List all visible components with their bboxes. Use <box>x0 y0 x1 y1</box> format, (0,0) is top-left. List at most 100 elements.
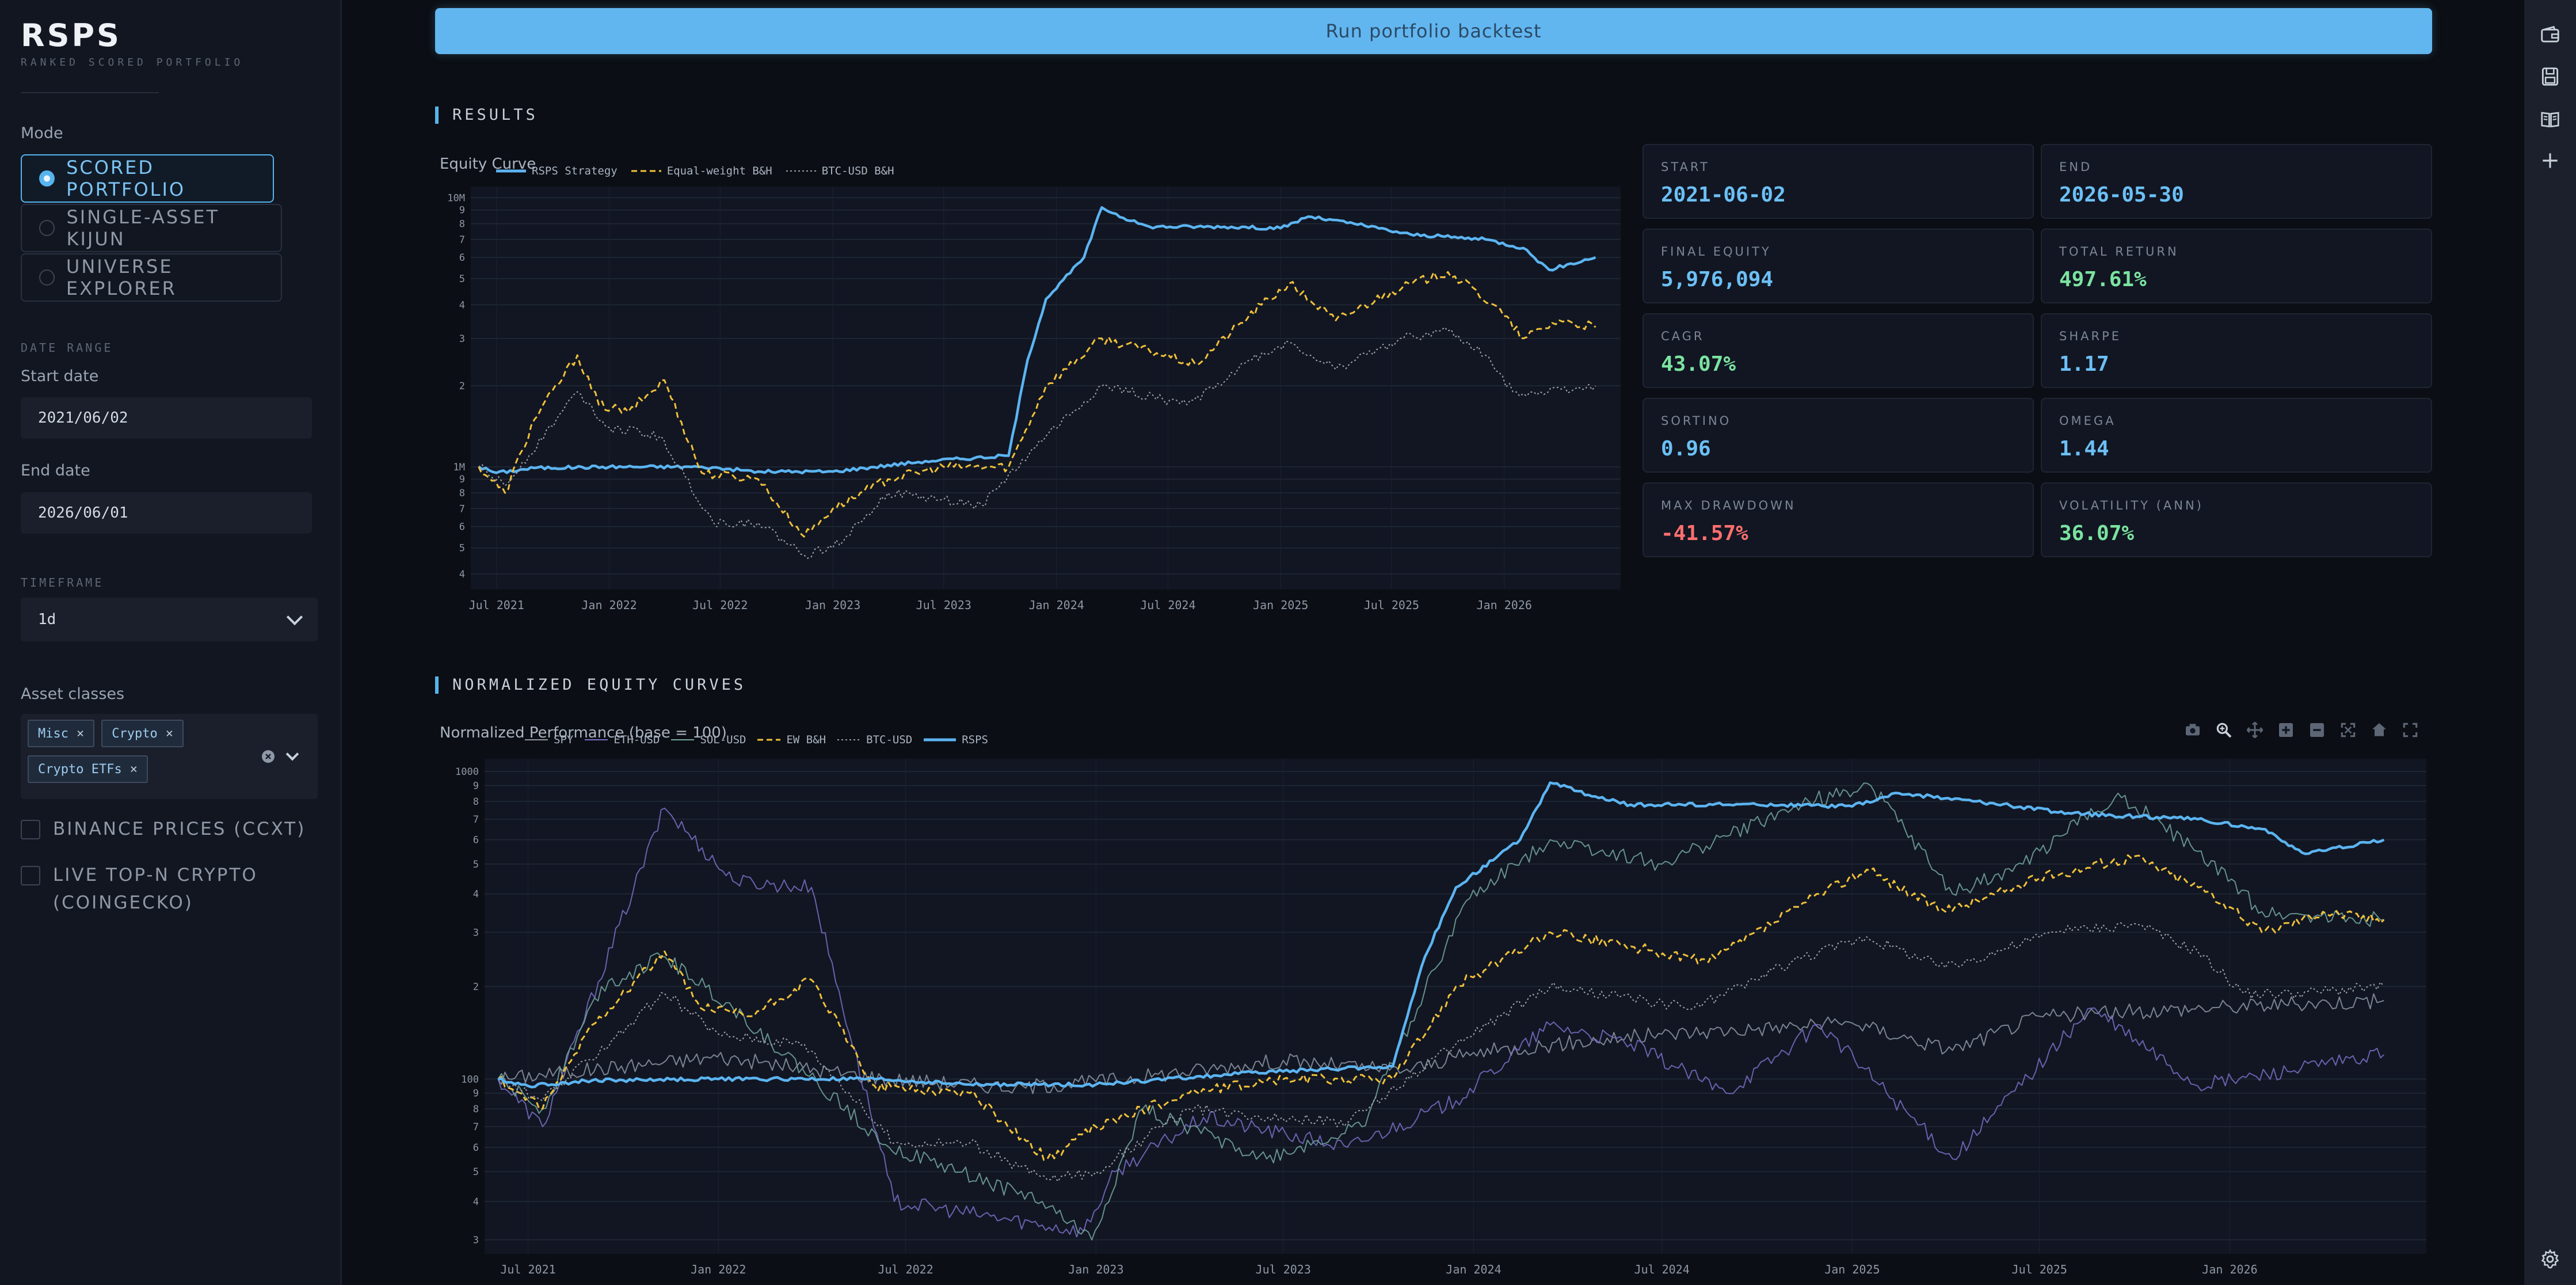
x-tick-label: Jul 2024 <box>1140 598 1195 612</box>
x-tick-label: Jul 2021 <box>469 598 524 612</box>
stat-label: OMEGA <box>2059 414 2116 428</box>
stat-label: CAGR <box>1661 329 1705 343</box>
x-tick-label: Jan 2022 <box>581 598 637 612</box>
stat-value: 1.44 <box>2059 437 2109 461</box>
asset-classes-select[interactable]: Misc × Crypto × Crypto ETFs × <box>21 714 318 799</box>
legend-item: SOL-USD <box>671 733 746 746</box>
y-tick-label: 4 <box>473 1196 479 1208</box>
legend-label: SPY <box>554 733 574 746</box>
series-line-btc-usd-b-h <box>478 326 1596 559</box>
x-tick-label: Jan 2024 <box>1446 1263 1501 1276</box>
stat-value: 36.07% <box>2059 522 2135 545</box>
end-date-input[interactable]: 2026/06/01 <box>21 492 312 534</box>
remove-chip-icon[interactable]: × <box>165 726 173 741</box>
app-logo: RSPS <box>21 17 121 54</box>
start-date-input[interactable]: 2021/06/02 <box>21 397 312 439</box>
radio-selected-icon <box>39 170 55 187</box>
y-tick-label: 6 <box>473 1142 479 1154</box>
legend-item: EW B&H <box>757 733 826 746</box>
stat-sharpe: SHARPE 1.17 <box>2041 313 2432 388</box>
x-tick-label: Jul 2022 <box>878 1263 933 1276</box>
y-tick-label: 2 <box>473 981 479 993</box>
stat-label: END <box>2059 160 2093 174</box>
stat-value: 0.96 <box>1661 437 1711 461</box>
y-tick-label: 2 <box>459 381 465 392</box>
checkbox-label: BINANCE PRICES (CCXT) <box>53 819 306 839</box>
mode-option-label: SINGLE-ASSET KIJUN <box>66 206 220 250</box>
x-tick-label: Jan 2023 <box>805 598 860 612</box>
y-tick-label: 8 <box>459 219 465 230</box>
book-icon[interactable] <box>2539 108 2561 130</box>
chevron-down-icon[interactable] <box>285 747 299 761</box>
x-tick-label: Jul 2025 <box>2012 1263 2067 1276</box>
remove-chip-icon[interactable]: × <box>76 726 85 741</box>
equity-legend: RSPS Strategy Equal-weight B&H BTC-USD B… <box>496 165 894 177</box>
x-tick-label: Jul 2022 <box>692 598 748 612</box>
legend-item: BTC-USD <box>837 733 912 746</box>
y-tick-label: 8 <box>459 488 465 499</box>
normalized-chart-title: Normalized Performance (base = 100) <box>440 724 727 742</box>
series-line-btc-usd <box>497 922 2385 1183</box>
normalized-performance-chart[interactable]: 1000 9 8 7 6 5 4 3 2 100 9 8 7 6 5 4 3 Jul 2021 Jan 2022 Ju… <box>432 751 2434 1285</box>
timeframe-select[interactable]: 1d <box>21 598 318 641</box>
legend-label: Equal-weight B&H <box>666 165 772 177</box>
mode-universe-explorer[interactable]: UNIVERSE EXPLORER <box>21 253 282 302</box>
x-tick-label: Jul 2021 <box>500 1263 555 1276</box>
series-line-eth-usd <box>497 807 2384 1238</box>
wallet-icon[interactable] <box>2539 24 2561 46</box>
legend-item: RSPS Strategy <box>496 165 618 177</box>
x-tick-label: Jul 2023 <box>1256 1263 1311 1276</box>
plus-icon[interactable] <box>2539 150 2561 172</box>
y-tick-label: 9 <box>473 1088 479 1100</box>
stat-value: 2021-06-02 <box>1661 183 1786 207</box>
run-backtest-button[interactable]: Run portfolio backtest <box>435 8 2432 54</box>
series-line-sol-usd <box>497 782 2384 1241</box>
date-range-label: DATE RANGE <box>21 341 113 355</box>
legend-swatch <box>671 739 695 740</box>
zoom-out-icon[interactable] <box>2308 721 2326 739</box>
normalized-legend: SPY ETH-USD SOL-USD EW B&H BTC-USD RSPS <box>525 733 988 746</box>
pan-icon[interactable] <box>2246 721 2264 739</box>
legend-label: SOL-USD <box>700 733 746 746</box>
stat-value: 5,976,094 <box>1661 268 1774 291</box>
y-tick-label: 1000 <box>455 766 479 778</box>
y-tick-label: 9 <box>459 205 465 216</box>
legend-swatch <box>585 739 608 740</box>
stat-value: 1.17 <box>2059 352 2109 376</box>
radio-unselected-icon <box>39 269 55 286</box>
stat-total-return: TOTAL RETURN 497.61% <box>2041 229 2432 303</box>
autoscale-icon[interactable] <box>2339 721 2357 739</box>
y-tick-label: 4 <box>459 569 465 580</box>
settings-icon[interactable] <box>2539 1248 2561 1270</box>
remove-chip-icon[interactable]: × <box>129 762 138 777</box>
legend-label: RSPS Strategy <box>532 165 618 177</box>
binance-checkbox[interactable]: BINANCE PRICES (CCXT) <box>21 815 306 843</box>
legend-label: RSPS <box>962 733 988 746</box>
y-tick-label: 4 <box>459 299 465 311</box>
mode-scored-portfolio[interactable]: SCORED PORTFOLIO <box>21 154 274 203</box>
series-line-rsps-strategy <box>478 206 1596 475</box>
y-tick-label: 6 <box>473 835 479 846</box>
y-tick-label: 7 <box>459 503 465 515</box>
right-rail <box>2524 0 2576 1285</box>
mode-option-label: UNIVERSE EXPLORER <box>66 256 177 299</box>
legend-swatch <box>525 739 548 740</box>
y-tick-label: 10M <box>447 192 465 204</box>
mode-label: Mode <box>21 124 63 142</box>
zoom-icon[interactable] <box>2215 721 2233 739</box>
coingecko-checkbox[interactable]: LIVE TOP-N CRYPTO (COINGECKO) <box>21 861 258 917</box>
save-icon[interactable] <box>2539 66 2561 88</box>
x-tick-label: Jan 2025 <box>1824 1263 1880 1276</box>
zoom-in-icon[interactable] <box>2277 721 2295 739</box>
legend-label: BTC-USD <box>866 733 913 746</box>
camera-icon[interactable] <box>2183 721 2202 739</box>
clear-icon[interactable] <box>261 750 275 763</box>
y-tick-label: 5 <box>459 273 465 285</box>
mode-single-asset-kijun[interactable]: SINGLE-ASSET KIJUN <box>21 204 282 252</box>
y-tick-label: 1M <box>454 462 465 473</box>
home-icon[interactable] <box>2370 721 2388 739</box>
series-line-spy <box>497 993 2384 1094</box>
checkbox-icon <box>21 820 40 839</box>
fullscreen-icon[interactable] <box>2401 721 2419 739</box>
